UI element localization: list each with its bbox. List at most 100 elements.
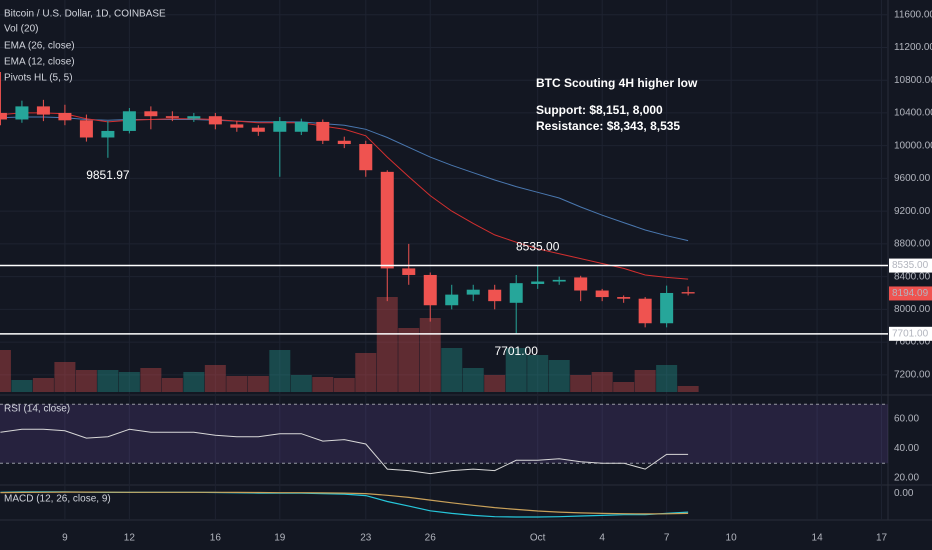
y-tick-label: 8000.00 — [894, 304, 931, 315]
ema-line — [0, 112, 689, 280]
x-tick-label: 12 — [124, 533, 136, 544]
candle-body — [681, 292, 695, 294]
volume-bar — [333, 378, 355, 392]
x-tick-label: 14 — [812, 533, 824, 544]
labels: Bitcoin / U.S. Dollar, 1D, COINBASE Vol … — [4, 9, 932, 544]
legend-entry: Vol (20) — [4, 24, 38, 35]
y-tick-label: 11600.00 — [894, 9, 932, 20]
y-tick-label: 10800.00 — [894, 75, 932, 86]
chart-title: Bitcoin / U.S. Dollar, 1D, COINBASE — [4, 9, 166, 20]
candle-body — [294, 121, 308, 132]
volume-bar — [570, 375, 592, 392]
legend-entry: EMA (12, close) — [4, 57, 75, 68]
candle-body — [79, 120, 93, 138]
last-price-label: 8194.09 — [892, 288, 929, 299]
candle-body — [122, 111, 136, 131]
volume-bar — [462, 368, 484, 392]
candle-body — [15, 106, 29, 120]
candle-body — [488, 289, 502, 302]
rsi-band — [0, 404, 888, 464]
volume-bar — [290, 375, 312, 392]
candle-body — [337, 140, 351, 145]
volume-bar — [247, 376, 269, 392]
y-tick-label: 0.00 — [894, 488, 914, 499]
pane-title: MACD (12, 26, close, 9) — [4, 494, 111, 505]
x-tick-label: 19 — [274, 533, 286, 544]
last-price-tag — [889, 286, 932, 301]
volume-bar — [398, 328, 420, 392]
candle-body — [165, 116, 179, 118]
candle-body — [187, 116, 201, 119]
annotation: Support: $8,151, 8,000 — [536, 103, 663, 117]
volume-bar — [355, 353, 377, 392]
candle-body — [208, 116, 222, 125]
level-label: 7701.00 — [892, 328, 929, 339]
candle-body — [423, 274, 437, 306]
volume-bar — [441, 348, 463, 392]
volume-bar — [312, 377, 334, 392]
candle-body — [660, 292, 674, 324]
y-tick-label: 11200.00 — [894, 42, 932, 53]
y-tick-label: 8400.00 — [894, 271, 931, 282]
candle-body — [445, 294, 459, 306]
candle-body — [402, 268, 416, 275]
pivot-label: 7701.00 — [495, 344, 539, 358]
volume-bar — [548, 360, 570, 392]
x-tick-label: 10 — [726, 533, 738, 544]
volume-bar — [54, 362, 76, 392]
candle-body — [316, 121, 330, 141]
volume-bar — [97, 370, 119, 392]
volume-bar — [11, 380, 33, 392]
volume-bar — [484, 375, 506, 392]
x-tick-label: 4 — [599, 533, 605, 544]
volume-bar — [0, 350, 11, 392]
level-tag — [889, 258, 932, 273]
rsi-line — [0, 428, 689, 475]
level-tag — [889, 326, 932, 341]
candle-body — [273, 121, 287, 132]
candle-body — [509, 283, 523, 303]
candle-body — [380, 171, 394, 269]
volume-bar — [419, 318, 441, 392]
x-tick-label: 23 — [360, 533, 372, 544]
y-tick-label: 9200.00 — [894, 206, 931, 217]
y-tick-label: 8800.00 — [894, 239, 931, 250]
marks — [0, 72, 888, 518]
candle-body — [0, 112, 7, 120]
volume-bar — [677, 386, 699, 392]
candle-body — [251, 127, 265, 132]
volume-bar — [161, 378, 183, 392]
grid — [0, 0, 888, 520]
x-tick-label: 17 — [876, 533, 888, 544]
y-tick-label: 20.00 — [894, 473, 919, 484]
x-tick-label: 26 — [425, 533, 437, 544]
x-tick-label: Oct — [530, 533, 546, 544]
candle-body — [144, 111, 158, 117]
volume-bar — [634, 370, 656, 392]
annotation: Resistance: $8,343, 8,535 — [536, 119, 680, 133]
candle-body — [359, 144, 373, 171]
candle-body — [638, 298, 652, 324]
y-tick-label: 7200.00 — [894, 369, 931, 380]
volume-bar — [656, 365, 678, 392]
candle-body — [552, 279, 566, 282]
pivot-label: 8535.00 — [516, 240, 560, 254]
y-tick-label: 7600.00 — [894, 337, 931, 348]
volume-bar — [32, 378, 54, 392]
candle-body — [36, 106, 50, 115]
pane-title: RSI (14, close) — [4, 404, 70, 415]
candle-body — [595, 290, 609, 298]
volume-bar — [527, 355, 549, 392]
y-tick-label: 10400.00 — [894, 108, 932, 119]
pivot-label: 9851.97 — [86, 168, 130, 182]
volume-bar — [269, 350, 291, 392]
candle-body — [101, 130, 115, 138]
y-tick-label: 10000.00 — [894, 140, 932, 151]
x-tick-label: 9 — [62, 533, 68, 544]
volume-bar — [118, 372, 140, 392]
level-label: 8535.00 — [892, 260, 929, 271]
legend-entry: EMA (26, close) — [4, 41, 75, 52]
macd-line — [0, 491, 689, 515]
legend-entry: Pivots HL (5, 5) — [4, 73, 73, 84]
